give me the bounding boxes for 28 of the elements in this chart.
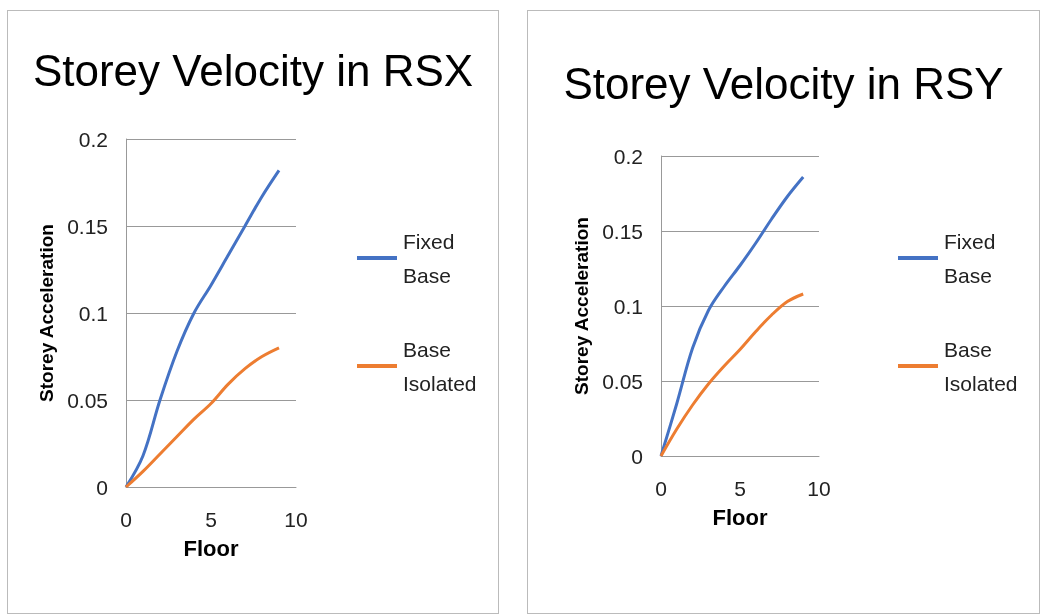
y-tick-label: 0.1 — [78, 301, 108, 325]
legend-label: Base Isolated — [403, 337, 477, 395]
line-series — [124, 346, 281, 489]
x-tick-label: 5 — [734, 477, 746, 500]
y-tick-label: 0.05 — [67, 388, 108, 412]
y-axis-title: Storey Acceleration — [571, 217, 592, 395]
y-tick-label: 0.2 — [78, 127, 108, 151]
x-tick-label: 0 — [655, 477, 667, 500]
legend-label: Base Isolated — [944, 337, 1018, 395]
line-series — [124, 168, 281, 489]
x-axis-title: Floor — [183, 535, 239, 561]
x-tick-label: 10 — [284, 508, 308, 531]
x-tick-label: 5 — [205, 508, 217, 531]
y-axis-title: Storey Acceleration — [36, 224, 57, 402]
line-series — [659, 292, 805, 458]
y-tick-label: 0.15 — [602, 219, 643, 243]
legend-label: Fixed Base — [403, 229, 461, 287]
chart-title: Storey Velocity in RSX — [32, 45, 474, 95]
y-tick-label: 0.1 — [613, 294, 643, 318]
x-axis-title: Floor — [712, 504, 768, 530]
y-tick-label: 0 — [631, 444, 643, 468]
y-tick-label: 0.05 — [602, 369, 643, 393]
x-tick-label: 0 — [120, 508, 132, 531]
y-tick-label: 0.15 — [67, 214, 108, 238]
x-tick-label: 10 — [807, 477, 831, 500]
legend-label: Fixed Base — [944, 229, 1002, 287]
chart-title: Storey Velocity in RSY — [563, 58, 1004, 108]
y-tick-label: 0.2 — [613, 144, 643, 168]
